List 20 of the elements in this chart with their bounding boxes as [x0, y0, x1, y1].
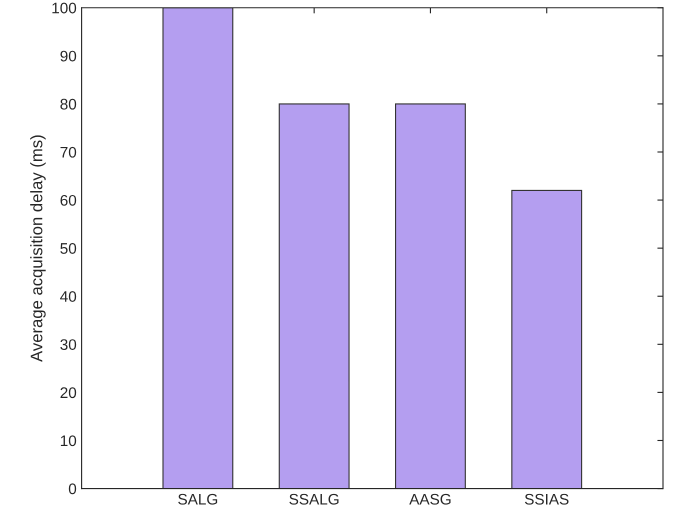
bar — [278, 103, 350, 489]
bar — [395, 103, 466, 489]
y-tick-label: 30 — [60, 339, 76, 350]
bar — [511, 190, 582, 489]
y-tick-label: 10 — [60, 435, 76, 446]
y-tick-label: 100 — [52, 2, 76, 14]
y-tick-label: 90 — [60, 50, 76, 62]
x-tick-label: SSALG — [289, 494, 338, 505]
y-tick-label: 20 — [60, 387, 76, 398]
x-tick-label: SSIAS — [524, 494, 569, 505]
y-tick-label: 50 — [60, 243, 76, 254]
bar — [162, 8, 234, 489]
y-tick-label: 80 — [60, 98, 76, 110]
y-tick-label: 40 — [60, 291, 76, 302]
y-tick-label: 60 — [60, 194, 76, 206]
x-tick-label: SALG — [178, 494, 218, 505]
y-tick-label: 70 — [60, 146, 76, 158]
x-tick-label: AASG — [409, 494, 451, 505]
y-axis-title: Average acquisition delay (ms) — [30, 135, 46, 362]
y-tick-label: 0 — [68, 483, 76, 494]
